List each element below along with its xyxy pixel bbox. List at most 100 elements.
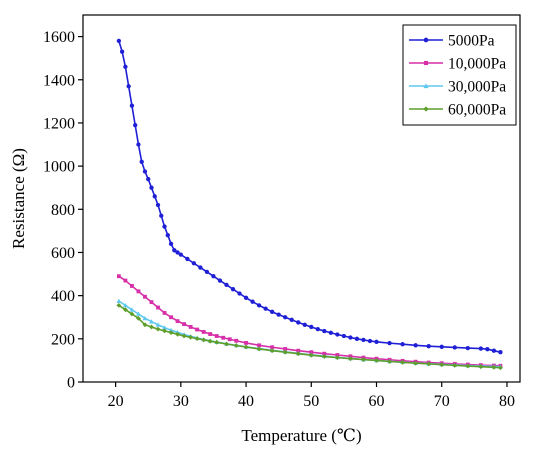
data-point-circle [283, 315, 288, 320]
data-point-diamond [334, 355, 340, 361]
y-tick-label: 1200 [43, 115, 75, 132]
data-point-diamond [168, 330, 174, 335]
data-point-circle [423, 37, 429, 43]
y-tick-label: 1400 [43, 72, 75, 89]
data-point-diamond [423, 106, 429, 112]
data-point-square [296, 348, 301, 353]
data-point-circle [289, 317, 294, 322]
data-point-circle [309, 324, 314, 330]
data-point-diamond [321, 354, 327, 359]
data-point-diamond [387, 359, 392, 364]
data-point-diamond [129, 311, 135, 317]
data-point-circle [302, 322, 307, 327]
data-point-diamond [181, 333, 187, 339]
data-point-diamond [282, 349, 288, 355]
data-point-circle [413, 343, 418, 348]
data-point-circle [439, 344, 444, 349]
data-point-circle [276, 312, 281, 317]
data-point-square [169, 315, 173, 320]
data-point-triangle [129, 307, 135, 312]
data-point-diamond [308, 352, 314, 358]
data-point-diamond [413, 360, 419, 366]
plot-frame [82, 14, 521, 383]
data-point-diamond [269, 348, 275, 354]
data-point-diamond [426, 361, 432, 367]
data-point-square [129, 284, 134, 288]
data-point-circle [119, 49, 125, 54]
data-point-diamond [491, 364, 497, 370]
data-point-square [123, 278, 128, 283]
data-point-circle [217, 278, 223, 283]
data-point-circle [230, 287, 236, 292]
data-point-square [244, 341, 248, 345]
data-point-square [227, 337, 232, 342]
data-point-circle [348, 335, 353, 340]
data-point-square [283, 347, 288, 351]
data-point-diamond [116, 302, 122, 308]
data-point-circle [256, 303, 262, 308]
legend-label: 60,000Pa [448, 102, 506, 119]
data-point-square [214, 334, 219, 338]
data-point-square [221, 335, 226, 340]
data-point-circle [224, 282, 229, 288]
x-tick-label: 60 [369, 393, 385, 410]
y-tick-label: 0 [67, 375, 75, 392]
x-tick-label: 80 [499, 393, 515, 410]
data-point-diamond [201, 337, 207, 343]
data-point-circle [485, 347, 490, 352]
data-point-triangle [116, 298, 122, 303]
series-60000pa [116, 302, 503, 371]
data-point-circle [172, 248, 177, 253]
data-point-diamond [400, 359, 405, 365]
data-point-circle [465, 345, 470, 351]
series-5000pa [116, 38, 503, 355]
data-point-square [162, 310, 167, 315]
data-point-circle [129, 103, 135, 108]
data-point-diamond [498, 365, 503, 371]
data-point-circle [426, 344, 431, 349]
data-point-diamond [374, 358, 379, 363]
y-tick-label: 1000 [43, 159, 75, 176]
series-10000pa [116, 274, 503, 368]
data-point-diamond [188, 334, 194, 340]
data-point-triangle [122, 302, 128, 308]
data-point-diamond [224, 341, 229, 347]
data-point-diamond [233, 343, 239, 348]
data-point-square [188, 325, 193, 329]
data-point-circle [123, 64, 128, 69]
data-point-circle [149, 185, 154, 190]
data-point-circle [126, 84, 131, 89]
data-point-diamond [439, 362, 445, 368]
data-point-triangle [155, 322, 161, 327]
data-point-circle [269, 309, 275, 314]
data-point-circle [139, 159, 144, 164]
data-point-square [234, 338, 239, 343]
data-point-square [257, 343, 262, 348]
data-point-circle [142, 169, 148, 174]
data-point-diamond [122, 307, 128, 313]
data-point-diamond [162, 328, 167, 334]
y-axis-title: Resistance (Ω) [9, 148, 28, 249]
data-point-diamond [295, 351, 301, 357]
y-tick-label: 400 [51, 288, 75, 305]
data-point-square [309, 350, 314, 355]
data-point-diamond [243, 344, 249, 350]
data-point-circle [296, 320, 301, 325]
data-point-square [270, 345, 275, 350]
data-point-square [201, 329, 206, 334]
data-point-diamond [175, 331, 180, 337]
legend-label: 5000Pa [448, 33, 495, 50]
data-point-circle [133, 122, 138, 128]
data-point-diamond [136, 315, 141, 321]
data-point-triangle [423, 83, 429, 89]
data-point-square [182, 322, 187, 327]
x-tick-label: 40 [238, 393, 254, 410]
data-point-circle [328, 330, 334, 335]
x-tick-label: 50 [303, 393, 319, 410]
y-tick-label: 200 [51, 331, 75, 348]
data-point-diamond [465, 363, 471, 369]
data-point-square [149, 300, 154, 305]
data-point-triangle [162, 325, 167, 330]
data-point-triangle [168, 327, 174, 333]
